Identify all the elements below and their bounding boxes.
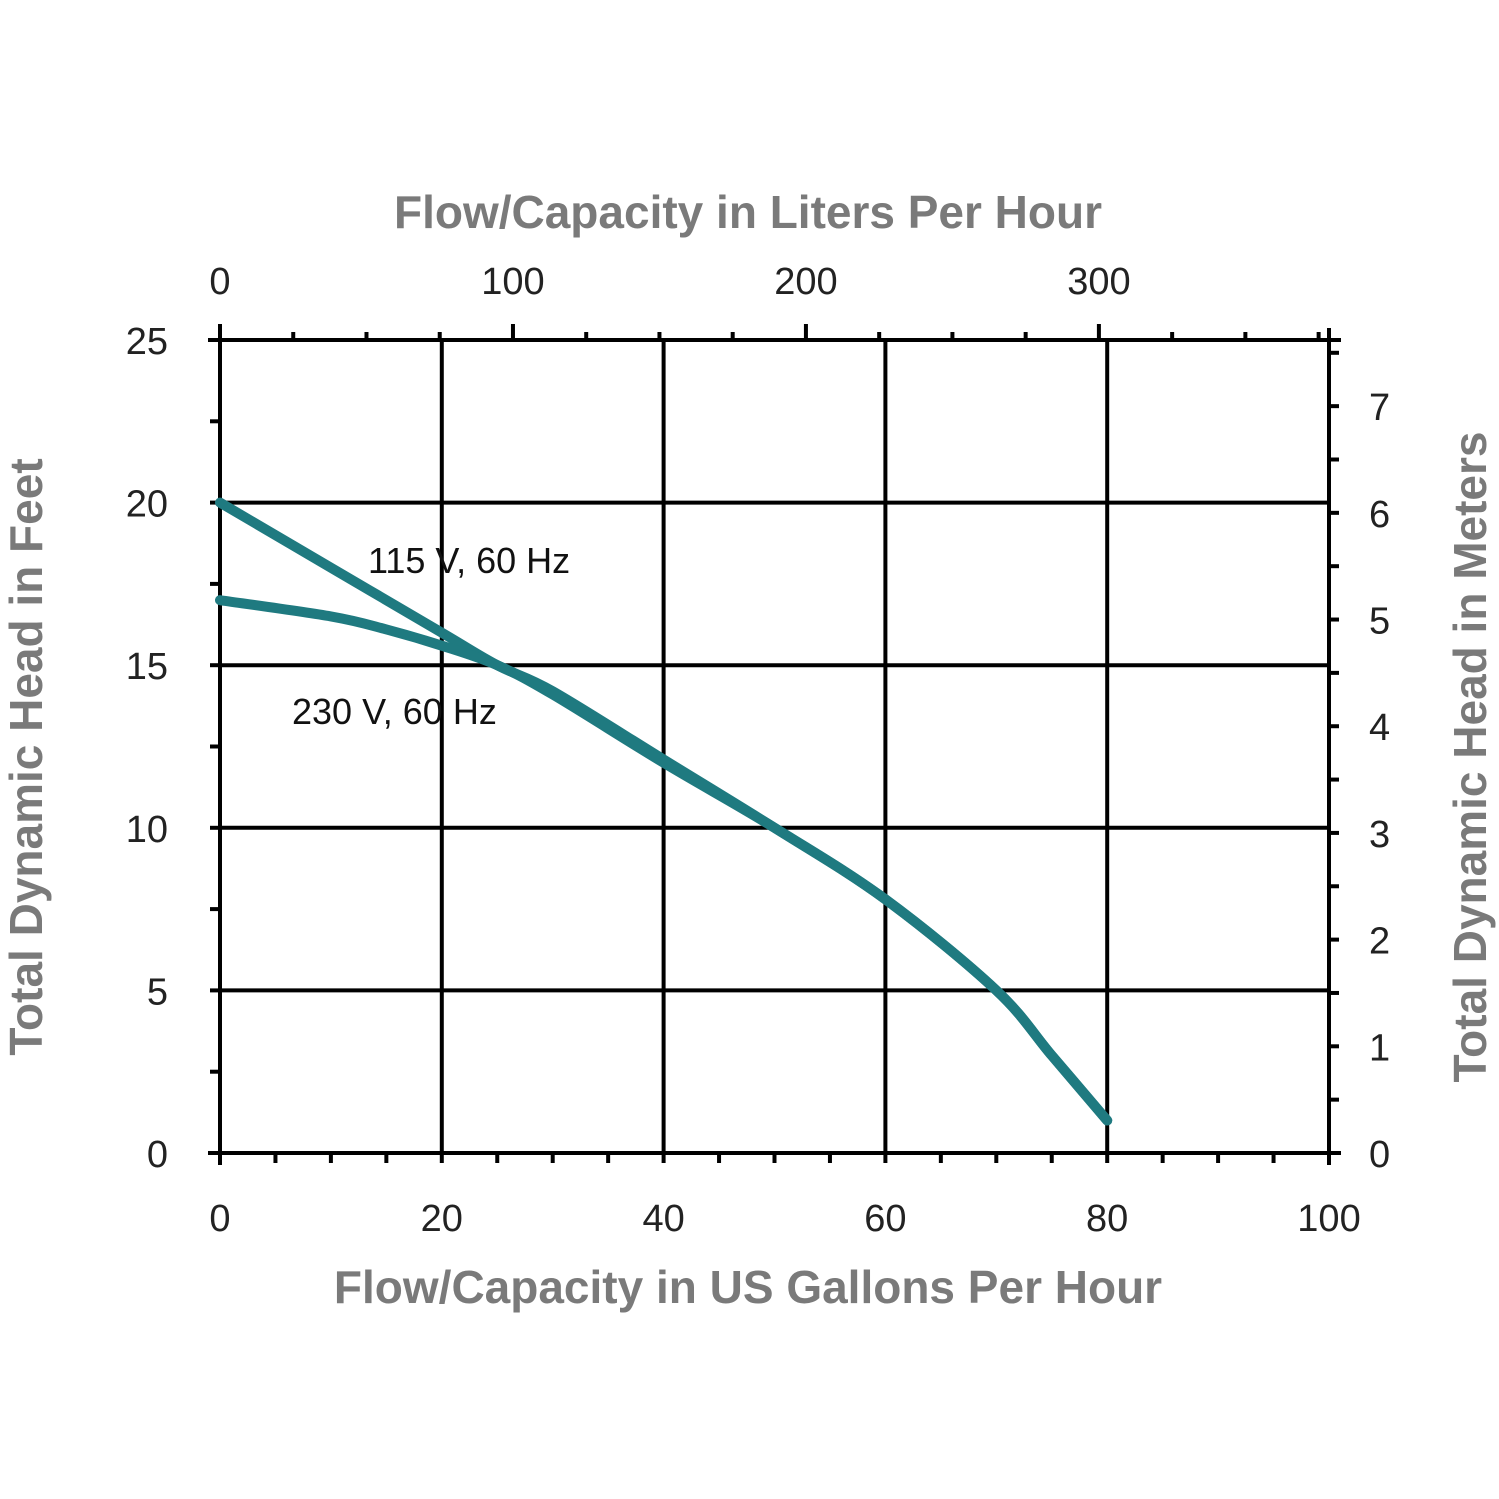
y2-tick-label-3: 3 [1369, 814, 1390, 856]
y2-tick-label-2: 2 [1369, 921, 1390, 963]
left-axis-title: Total Dynamic Head in Feet [0, 458, 52, 1055]
x2-tick-label-2: 200 [774, 261, 837, 303]
grid-layer [218, 338, 1331, 1155]
x-tick-label-2: 40 [642, 1198, 684, 1240]
x-tick-label-4: 80 [1086, 1198, 1128, 1240]
x-tick-label-0: 0 [209, 1198, 230, 1240]
series-label-230v: 230 V, 60 Hz [292, 691, 497, 732]
y-tick-label-4: 20 [126, 484, 168, 526]
series-layer [215, 497, 1113, 1126]
y-tick-label-3: 15 [126, 646, 168, 688]
y-tick-label-2: 10 [126, 809, 168, 851]
x2-tick-label-1: 100 [481, 261, 544, 303]
y2-tick-label-0: 0 [1369, 1134, 1390, 1176]
y-tick-label-0: 0 [147, 1134, 168, 1176]
x2-tick-label-0: 0 [209, 261, 230, 303]
y2-tick-label-6: 6 [1369, 494, 1390, 536]
bottom-axis-title: Flow/Capacity in US Gallons Per Hour [334, 1261, 1162, 1313]
series-line-1 [215, 595, 1113, 1126]
y2-tick-label-4: 4 [1369, 707, 1390, 749]
x-tick-label-5: 100 [1297, 1198, 1360, 1240]
x-tick-label-1: 20 [421, 1198, 463, 1240]
series-label-115v: 115 V, 60 Hz [368, 540, 570, 581]
y-tick-label-5: 25 [126, 321, 168, 363]
y2-tick-label-1: 1 [1369, 1027, 1390, 1069]
y2-tick-label-7: 7 [1369, 387, 1390, 429]
y-tick-label-1: 5 [147, 971, 168, 1013]
x-tick-label-3: 60 [864, 1198, 906, 1240]
axes [208, 324, 1341, 1165]
top-axis-title: Flow/Capacity in Liters Per Hour [394, 186, 1102, 238]
x2-tick-label-3: 300 [1067, 261, 1130, 303]
right-axis-title: Total Dynamic Head in Meters [1444, 432, 1496, 1083]
y2-tick-label-5: 5 [1369, 601, 1390, 643]
